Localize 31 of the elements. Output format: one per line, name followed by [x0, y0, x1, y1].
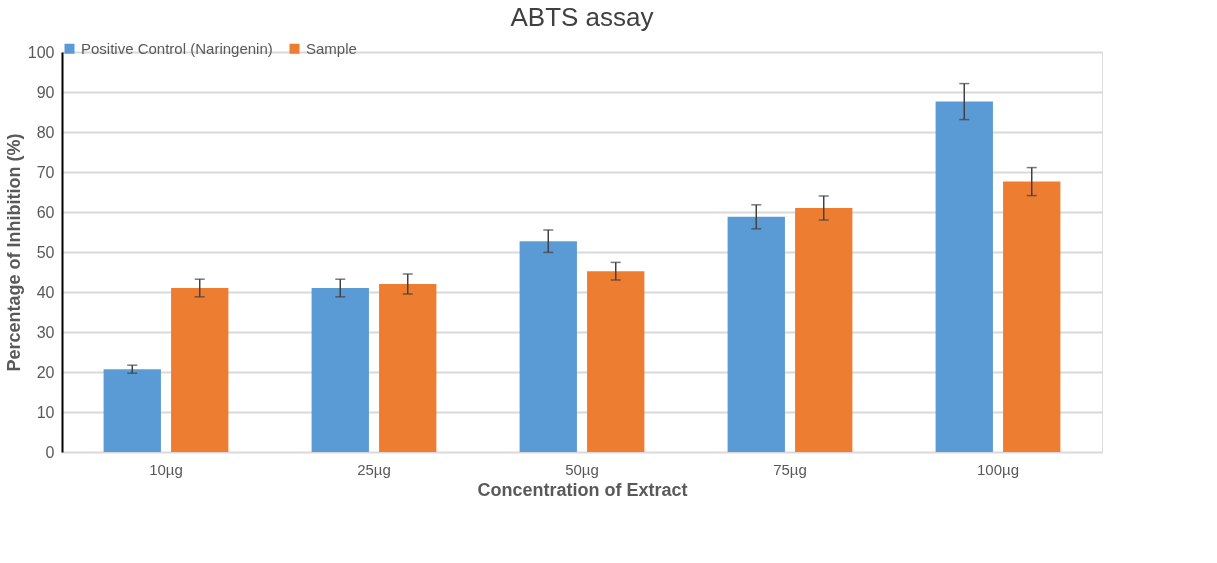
legend-label: Positive Control (Naringenin) [81, 39, 273, 57]
y-tick-label: 30 [36, 323, 55, 341]
bar [311, 288, 369, 452]
x-tick-label: 100µg [976, 460, 1020, 478]
x-tick-label: 50µg [565, 460, 599, 478]
y-tick-label: 0 [45, 443, 55, 461]
bar [379, 284, 437, 452]
x-tick-label: 10µg [149, 460, 183, 478]
bar [935, 101, 993, 452]
y-tick-label: 90 [36, 83, 55, 101]
y-tick-label: 40 [36, 283, 55, 301]
y-axis-title: Percentage of Inhibition (%) [3, 133, 24, 372]
bar [103, 369, 161, 452]
x-axis-title: Concentration of Extract [477, 479, 688, 500]
x-tick-label: 25µg [357, 460, 391, 478]
bar [519, 241, 577, 452]
y-tick-label: 80 [36, 123, 55, 141]
bar [171, 288, 229, 452]
bar [795, 208, 853, 452]
y-tick-label: 100 [27, 43, 55, 61]
y-tick-label: 70 [36, 163, 55, 181]
bar [1003, 181, 1061, 452]
y-tick-label: 60 [36, 203, 55, 221]
legend-label: Sample [306, 39, 357, 57]
bar [587, 271, 645, 452]
y-tick-label: 50 [36, 243, 55, 261]
x-tick-label: 75µg [773, 460, 807, 478]
y-tick-label: 20 [36, 363, 55, 381]
bar [727, 216, 785, 452]
chart-title: ABTS assay [510, 2, 654, 32]
y-tick-label: 10 [36, 403, 55, 421]
